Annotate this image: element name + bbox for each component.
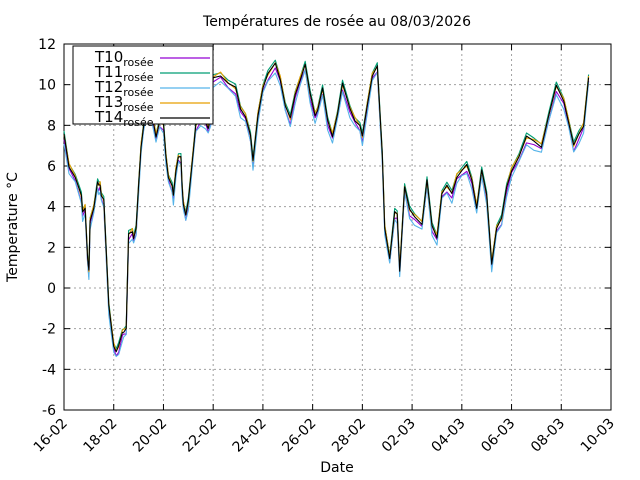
x-tick-label: 10-03: [578, 416, 618, 456]
plot-frame: [63, 43, 612, 411]
y-tick-label: 10: [38, 78, 56, 94]
legend-box: [72, 45, 214, 125]
series-line-t10: [63, 67, 590, 357]
series-lines: [63, 59, 590, 358]
y-tick-label: -4: [42, 362, 56, 378]
y-tick-label: 0: [47, 281, 56, 297]
x-tick-label: 28-02: [329, 416, 369, 456]
legend-label-t12: T12rosée: [94, 78, 154, 99]
y-tick-label: 6: [47, 159, 56, 175]
series-line-t14: [63, 62, 590, 353]
y-tick-label: -2: [42, 322, 56, 338]
legend-label-t14: T14rosée: [94, 108, 154, 129]
y-axis: -6 -4 -2 0 2 4 6 8 10 12: [38, 37, 611, 419]
x-tick-label: 02-03: [379, 416, 419, 456]
x-tick-label: 24-02: [230, 416, 270, 456]
x-axis-title: Date: [320, 460, 353, 476]
legend-label-t10: T10rosée: [94, 48, 154, 69]
series-line-t12: [63, 69, 590, 358]
chart-title: Températures de rosée au 08/03/2026: [202, 14, 471, 30]
x-tick-label: 16-02: [31, 416, 71, 456]
x-tick-label: 22-02: [180, 416, 220, 456]
x-tick-label: 06-03: [478, 416, 518, 456]
x-tick-label: 20-02: [130, 416, 170, 456]
legend-label-t11: T11rosée: [94, 63, 154, 84]
y-tick-label: -6: [42, 403, 56, 419]
x-tick-label: 26-02: [279, 416, 319, 456]
y-axis-title: Temperature °C: [5, 172, 21, 283]
x-tick-label: 04-03: [429, 416, 469, 456]
y-tick-label: 8: [47, 118, 56, 134]
legend-label-t13: T13rosée: [94, 93, 154, 114]
y-tick-label: 4: [47, 200, 56, 216]
y-tick-label: 12: [38, 37, 56, 53]
x-tick-label: 18-02: [80, 416, 120, 456]
y-tick-label: 2: [47, 240, 56, 256]
x-tick-label: 08-03: [528, 416, 568, 456]
series-line-t11: [63, 59, 590, 350]
